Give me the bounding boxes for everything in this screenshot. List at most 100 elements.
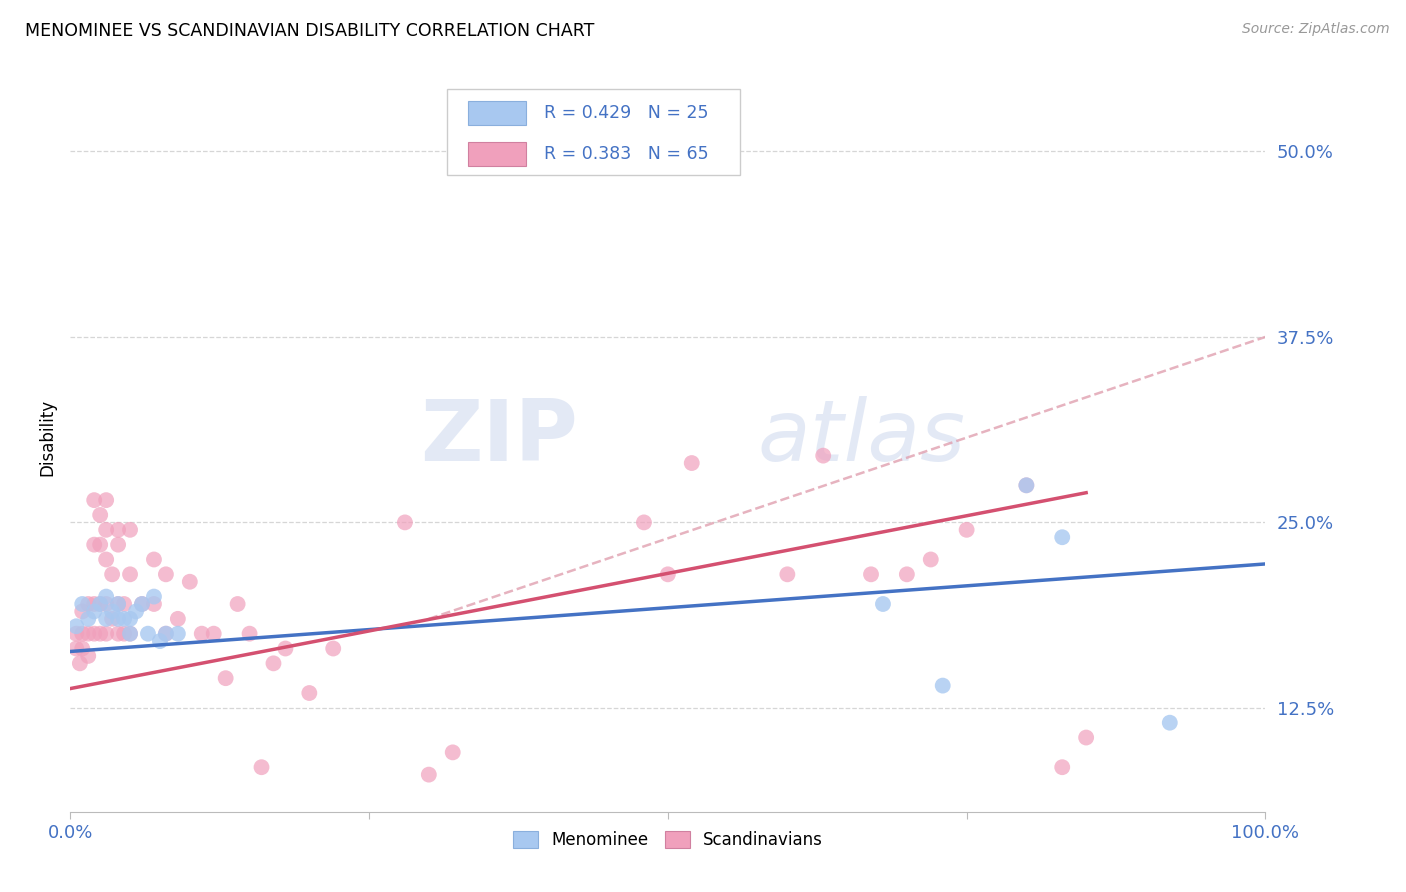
Point [155,567,177,582]
Point [149,634,172,648]
Point [107,612,129,626]
Point [896,567,918,582]
Point [77,597,100,611]
Point [70,604,93,618]
Point [77,626,100,640]
Point [657,567,679,582]
Text: atlas: atlas [758,395,966,479]
FancyBboxPatch shape [447,88,740,175]
Point [96,552,117,566]
Point [70,597,93,611]
FancyBboxPatch shape [468,142,526,166]
Point [956,523,979,537]
Point [112,626,135,640]
Point [776,567,799,582]
Point [83,604,105,618]
Point [89,597,111,611]
Point [107,626,129,640]
Point [89,538,111,552]
Point [202,626,225,640]
Point [89,597,111,611]
Point [70,626,93,640]
Point [69,657,91,671]
Point [263,657,285,671]
Point [932,679,955,693]
Point [155,626,177,640]
Point [65,626,87,640]
Point [120,626,141,640]
Point [96,590,117,604]
Point [155,626,177,640]
Point [1015,478,1038,492]
Point [860,567,883,582]
Point [96,597,117,611]
Point [65,619,87,633]
Point [1076,731,1098,745]
Point [101,612,124,626]
Text: R = 0.429   N = 25: R = 0.429 N = 25 [544,103,709,121]
Point [65,641,87,656]
Point [143,590,166,604]
Point [83,493,105,508]
Point [681,456,703,470]
Point [96,493,117,508]
Text: MENOMINEE VS SCANDINAVIAN DISABILITY CORRELATION CHART: MENOMINEE VS SCANDINAVIAN DISABILITY COR… [25,22,595,40]
Point [77,612,100,626]
Point [143,552,166,566]
Point [101,567,124,582]
Text: R = 0.383   N = 65: R = 0.383 N = 65 [544,145,709,162]
Point [112,597,135,611]
Point [77,648,100,663]
Point [191,626,214,640]
FancyBboxPatch shape [468,101,526,125]
Point [83,538,105,552]
Point [112,612,135,626]
Point [96,523,117,537]
Point [101,604,124,618]
Point [1052,760,1074,774]
Point [89,626,111,640]
Point [107,597,129,611]
Point [813,449,835,463]
Legend: Menominee, Scandinavians: Menominee, Scandinavians [506,824,830,855]
Point [226,597,249,611]
Point [920,552,942,566]
Point [872,597,894,611]
Point [633,516,655,530]
Point [418,767,440,781]
Point [107,523,129,537]
Point [120,612,141,626]
Y-axis label: Disability: Disability [38,399,56,475]
Point [179,574,201,589]
Point [96,626,117,640]
Text: ZIP: ZIP [420,395,578,479]
Point [120,567,141,582]
Point [394,516,416,530]
Point [107,538,129,552]
Point [83,626,105,640]
Point [166,612,188,626]
Point [120,626,141,640]
Point [89,508,111,522]
Point [1052,530,1074,544]
Point [239,626,262,640]
Point [1015,478,1038,492]
Point [107,597,129,611]
Point [250,760,273,774]
Point [131,597,153,611]
Point [441,745,464,759]
Point [143,597,166,611]
Point [136,626,159,640]
Point [214,671,236,685]
Point [120,523,141,537]
Point [166,626,188,640]
Point [131,597,153,611]
Point [274,641,297,656]
Point [96,612,117,626]
Point [125,604,148,618]
Text: Source: ZipAtlas.com: Source: ZipAtlas.com [1241,22,1389,37]
Point [1159,715,1181,730]
Point [83,597,105,611]
Point [298,686,321,700]
Point [322,641,344,656]
